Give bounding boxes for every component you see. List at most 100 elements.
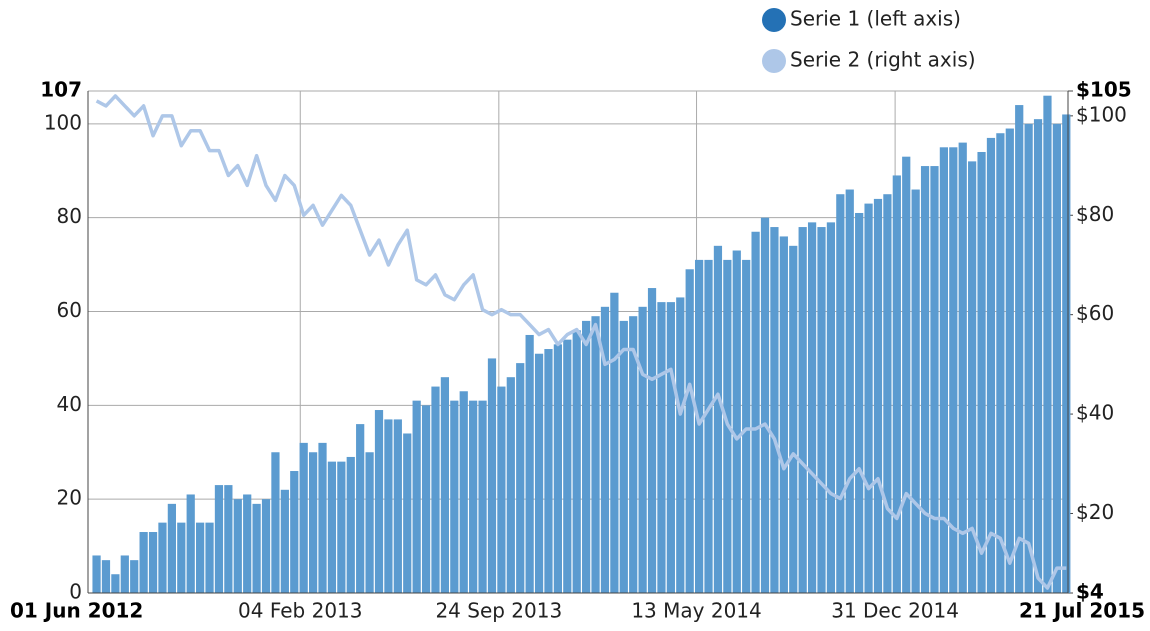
bar [497,386,506,593]
y-tick-label: 60 [57,298,82,322]
bar [148,532,158,593]
bar [459,391,468,593]
y-tick-label: 40 [57,392,82,416]
bar [299,442,308,593]
bar [506,377,515,593]
bar [92,555,101,593]
bar [440,377,450,593]
bar [280,489,289,593]
y-tick-label: 80 [57,204,82,228]
bar [713,245,723,593]
bar [789,245,798,593]
y-tick-label: 100 [44,110,82,134]
bar [111,574,120,593]
bar [563,339,572,593]
bar [120,555,129,593]
bar [356,424,365,593]
x-tick-label: 21 Jul 2015 [1019,599,1145,623]
bar [996,133,1005,593]
bar [233,499,242,593]
bar [647,288,657,593]
bar [167,503,176,593]
y2-tick-label: $80 [1076,202,1114,226]
bar [139,532,148,593]
bar [1043,95,1052,593]
legend-label: Serie 2 (right axis) [790,48,976,72]
legend-marker [762,8,786,32]
bar [384,419,393,593]
bar [393,419,402,593]
bar [939,147,949,593]
bar [600,306,610,593]
x-tick-label: 01 Jun 2012 [10,599,143,623]
bar [525,334,534,593]
bar [666,302,675,593]
bar [1033,119,1043,593]
bar [855,212,864,593]
bar [374,410,384,593]
bar [534,353,544,593]
bar [779,236,788,593]
bar [186,494,195,593]
bar [365,452,374,593]
bar [949,147,958,593]
bar [271,452,280,593]
bar [610,292,619,593]
bar [883,194,892,593]
bar [572,330,581,593]
bar [1024,123,1033,593]
bar [1005,128,1014,593]
bar [478,400,487,593]
bar [196,522,205,593]
bar [836,194,845,593]
bar [591,316,600,593]
bar [742,259,751,593]
bar [412,400,421,593]
bar [676,297,685,593]
bar [177,522,186,593]
bar [469,400,478,593]
bar [130,560,139,593]
bar [911,189,920,593]
bar [224,485,233,593]
y2-tick-label: $4 [1076,580,1104,604]
bar [101,560,111,593]
bar [553,344,562,593]
bar [158,522,167,593]
x-tick-label: 31 Dec 2014 [831,599,959,623]
legend-label: Serie 1 (left axis) [790,7,961,31]
bar [487,358,497,593]
bar [431,386,440,593]
bar [704,259,713,593]
bar [770,227,779,593]
bar [252,503,261,593]
bar [732,250,741,593]
x-tick-label: 04 Feb 2013 [238,599,362,623]
bar [421,405,431,593]
bar [685,269,694,593]
bar [205,522,214,593]
y2-tick-label: $20 [1076,500,1114,524]
bar [337,461,346,593]
bar [920,166,930,593]
bar [751,231,760,593]
bar [1052,123,1061,593]
bar [798,227,807,593]
bar [346,456,355,593]
bar [977,151,986,593]
bar [817,227,826,593]
bar [845,189,854,593]
y2-tick-label: $100 [1076,102,1127,126]
bar [807,222,817,593]
bar [619,320,628,593]
bar [902,156,911,593]
bar [958,142,967,593]
y2-tick-label: $105 [1076,78,1132,102]
bar [516,363,525,593]
bar [892,175,901,593]
bar [318,442,327,593]
bar [968,161,977,593]
bar [544,349,553,593]
line [95,94,1067,590]
